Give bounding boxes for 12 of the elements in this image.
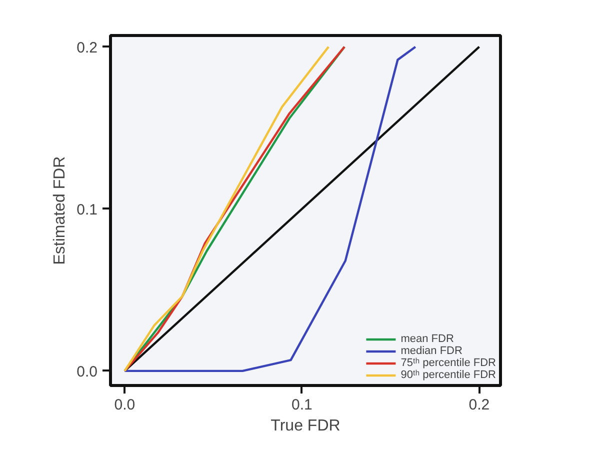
x-tick-label: 0.1 — [292, 396, 312, 414]
y-tick-label: 0.1 — [76, 201, 98, 218]
legend-label: mean FDR — [400, 333, 454, 345]
legend-label: 90ᵗʰ percentile FDR — [400, 369, 496, 381]
y-tick-label: 0.0 — [76, 363, 98, 380]
y-axis-title: Estimated FDR — [52, 156, 69, 265]
legend-label: median FDR — [400, 345, 462, 357]
legend-label: 75ᵗʰ percentile FDR — [400, 357, 496, 369]
y-tick-label: 0.2 — [76, 39, 98, 56]
x-tick-label: 0.2 — [468, 396, 490, 414]
x-axis-title: True FDR — [270, 418, 340, 434]
x-tick-label: 0.0 — [114, 396, 136, 414]
